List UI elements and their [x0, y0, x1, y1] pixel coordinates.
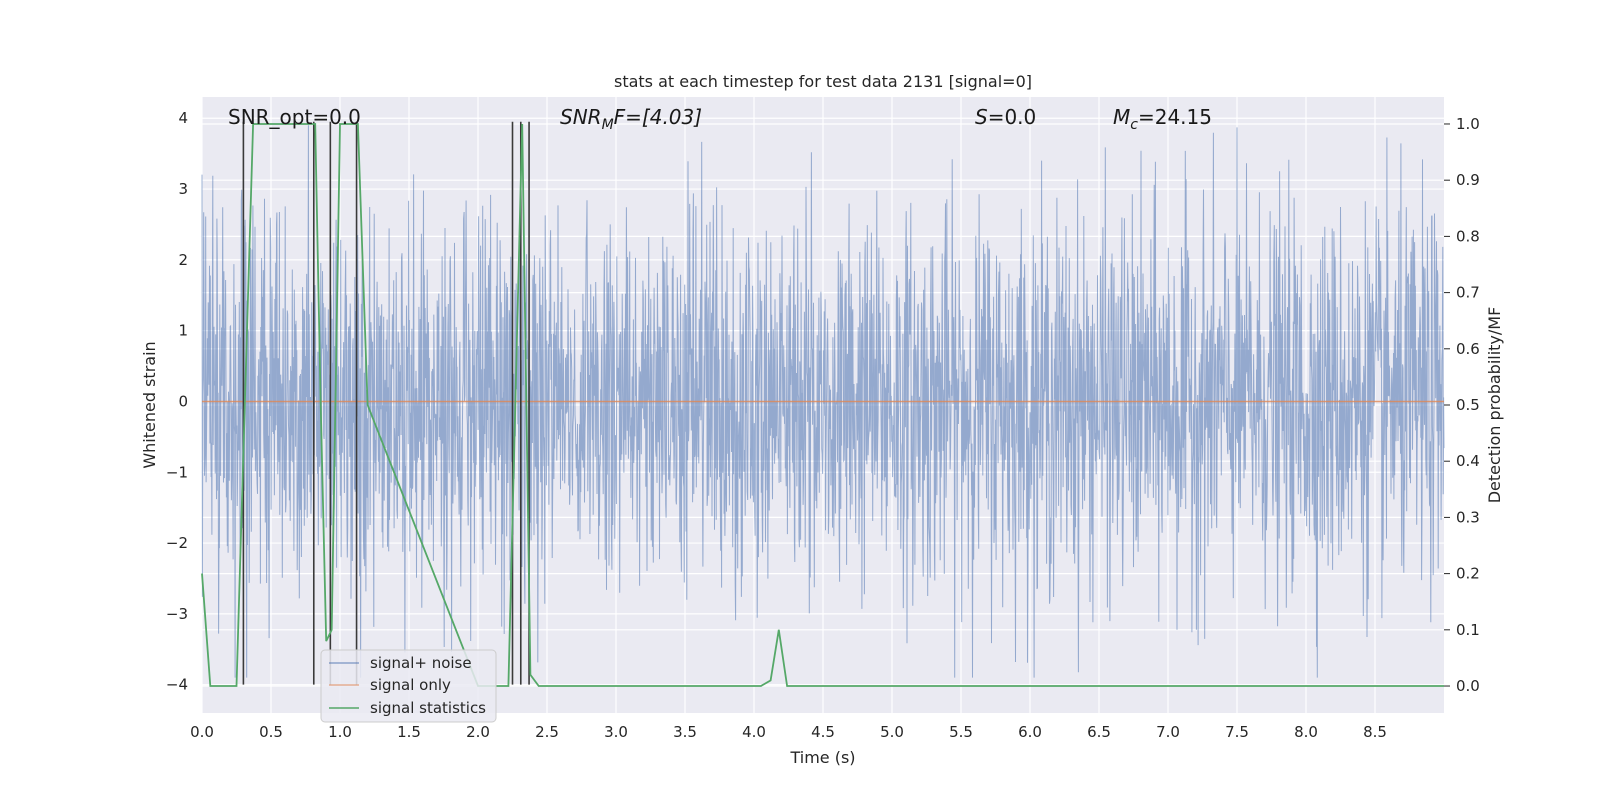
annotation-mc-sub: c — [1130, 117, 1138, 133]
y-tick-label: −4 — [166, 676, 188, 694]
x-tick-label: 6.0 — [1018, 723, 1042, 741]
annotation-s: S=0.0 — [975, 105, 1036, 129]
y-tick-label: 1 — [178, 322, 188, 340]
y2-tick-label: 0.0 — [1456, 677, 1480, 695]
x-tick-label: 8.0 — [1294, 723, 1318, 741]
legend-label-signal-only: signal only — [370, 676, 451, 694]
y-tick-label: −2 — [166, 534, 188, 552]
x-tick-label: 2.5 — [535, 723, 559, 741]
y-tick-label: −3 — [166, 605, 188, 623]
y-tick-label: 2 — [178, 251, 188, 269]
legend-label-signal-noise: signal+ noise — [370, 654, 472, 672]
x-tick-label: 8.5 — [1363, 723, 1387, 741]
markers-layer — [242, 121, 530, 685]
x-tick-label: 3.0 — [604, 723, 628, 741]
y2-tick-label: 0.5 — [1456, 396, 1480, 414]
y2-tick-label: 1.0 — [1456, 115, 1480, 133]
x-tick-label: 3.5 — [673, 723, 697, 741]
y2-tick-label: 0.4 — [1456, 452, 1480, 470]
annotation-s-italic: S — [975, 105, 988, 129]
x-tick-label: 5.5 — [949, 723, 973, 741]
y-tick-label: 0 — [178, 392, 188, 410]
y2-tick-label: 0.3 — [1456, 508, 1480, 526]
y2-tick-label: 0.6 — [1456, 340, 1480, 358]
stats-layer — [201, 123, 1444, 687]
y2-tick-label: 0.1 — [1456, 621, 1480, 639]
annotation-snr-mf-sub: M — [602, 117, 614, 133]
y-tick-label: 4 — [178, 109, 188, 127]
annotation-mc-base: M — [1113, 105, 1130, 129]
annotation-mc: Mc=24.15 — [1113, 105, 1212, 133]
annotation-s-rest: =0.0 — [988, 105, 1037, 129]
x-tick-label: 6.5 — [1087, 723, 1111, 741]
y2-tick-label: 0.7 — [1456, 284, 1480, 302]
y-tick-label: 3 — [178, 180, 188, 198]
x-tick-label: 4.0 — [742, 723, 766, 741]
y2-tick-label: 0.9 — [1456, 171, 1480, 189]
x-tick-label: 7.5 — [1225, 723, 1249, 741]
legend-label-signal-statistics: signal statistics — [370, 699, 486, 717]
annotation-snr-mf-rest: F=[4.03] — [614, 105, 702, 129]
ticks-layer: 0.0 0.5 1.0 1.5 2.0 2.5 3.0 3.5 4.0 4.5 5.0 5.5 6.0 6… — [166, 109, 1480, 741]
x-tick-label: 4.5 — [811, 723, 835, 741]
x-tick-label: 1.5 — [397, 723, 421, 741]
x-tick-label: 7.0 — [1156, 723, 1180, 741]
x-tick-label: 1.0 — [328, 723, 352, 741]
x-tick-label: 0.5 — [259, 723, 283, 741]
x-tick-label: 5.0 — [880, 723, 904, 741]
x-tick-label: 2.0 — [466, 723, 490, 741]
y-axis-label: Whitened strain — [140, 341, 159, 468]
x-tick-label: 0.0 — [190, 723, 214, 741]
legend-box — [320, 649, 497, 723]
series-signal-noise-line — [201, 125, 1445, 678]
y-tick-label: −1 — [166, 463, 188, 481]
y2-tick-label: 0.2 — [1456, 565, 1480, 583]
annotation-mc-rest: =24.15 — [1138, 105, 1212, 129]
strain-layer — [201, 125, 1445, 678]
annotation-snr-opt: SNR_opt=0.0 — [228, 105, 361, 129]
y2-tick-label: 0.8 — [1456, 227, 1480, 245]
series-signal-statistics-line — [201, 123, 1444, 687]
legend: signal+ noise signal only signal statist… — [320, 649, 497, 723]
annotation-snr-mf-base: SNR — [560, 105, 602, 129]
annotation-snr-mf: SNRMF=[4.03] — [560, 105, 702, 133]
y2-axis-label: Detection probability/MF — [1485, 307, 1504, 504]
chart-title: stats at each timestep for test data 213… — [614, 72, 1032, 91]
x-axis-label: Time (s) — [789, 748, 855, 767]
